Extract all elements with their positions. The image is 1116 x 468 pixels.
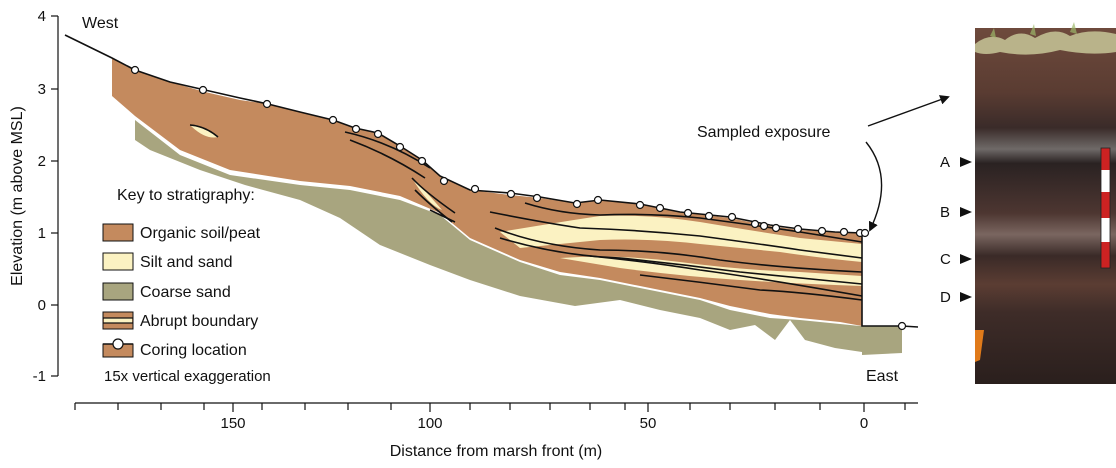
arrow-to-photo [867, 95, 950, 127]
x-tick-labels: 150 100 50 0 [220, 415, 868, 432]
key-swatch-silt [102, 252, 134, 271]
cross-section [64, 34, 919, 355]
vertical-exaggeration-note: 15x vertical exaggeration [104, 368, 271, 385]
y-tick-label: 3 [38, 81, 46, 98]
organic-peat-layer [112, 58, 862, 326]
y-tick-label: -1 [33, 368, 46, 385]
marker-arrow-icon [960, 157, 972, 167]
key-label: Silt and sand [140, 254, 233, 271]
key-swatch-abrupt-boundary [102, 311, 134, 330]
x-axis-label: Distance from marsh front (m) [390, 443, 602, 460]
marker-label: B [940, 204, 950, 221]
y-tick-label: 2 [38, 153, 46, 170]
marker-arrow-icon [960, 207, 972, 217]
key-swatch-coring-location [102, 338, 134, 358]
y-tick-label: 0 [38, 297, 46, 314]
key-label: Coarse sand [140, 284, 231, 301]
coarse-sand-offshore [862, 326, 902, 355]
y-axis [51, 15, 59, 377]
sampled-exposure-photo [975, 22, 1116, 384]
arrow-to-exposure [865, 141, 883, 232]
y-axis-label: Elevation (m above MSL) [9, 106, 26, 286]
y-tick-label: 1 [38, 225, 46, 242]
marker-arrow-icon [960, 254, 972, 264]
west-label: West [82, 15, 119, 32]
x-axis [74, 402, 918, 412]
abrupt-boundaries [189, 124, 863, 301]
photo-grass [975, 31, 1116, 55]
key-swatch-peat [102, 223, 134, 242]
y-tick-label: 4 [38, 8, 46, 25]
measuring-rod [1100, 147, 1111, 269]
silt-lens [500, 215, 862, 262]
key-label: Abrupt boundary [140, 313, 258, 330]
stratigraphy-key: Key to stratigraphy: Organic soil/peat S… [102, 187, 271, 385]
marsh-surface-line [64, 34, 919, 328]
x-tick-label: 50 [640, 415, 657, 432]
x-tick-label: 150 [220, 415, 245, 432]
photo-markers: A B C D [940, 154, 972, 306]
marker-label: A [940, 154, 950, 171]
east-label: East [866, 368, 899, 385]
marker-label: D [940, 289, 951, 306]
coring-locations [130, 65, 907, 331]
marker-arrow-icon [960, 292, 972, 302]
x-tick-label: 0 [860, 415, 868, 432]
y-tick-labels: 4 3 2 1 0 -1 [33, 8, 46, 385]
silt-lens [190, 125, 218, 138]
x-tick-label: 100 [417, 415, 442, 432]
sampled-exposure-label: Sampled exposure [697, 124, 831, 141]
key-label: Coring location [140, 342, 247, 359]
key-title: Key to stratigraphy: [117, 187, 255, 204]
key-label: Organic soil/peat [140, 225, 261, 242]
marker-label: C [940, 251, 951, 268]
key-swatch-coarse-sand [102, 282, 134, 301]
